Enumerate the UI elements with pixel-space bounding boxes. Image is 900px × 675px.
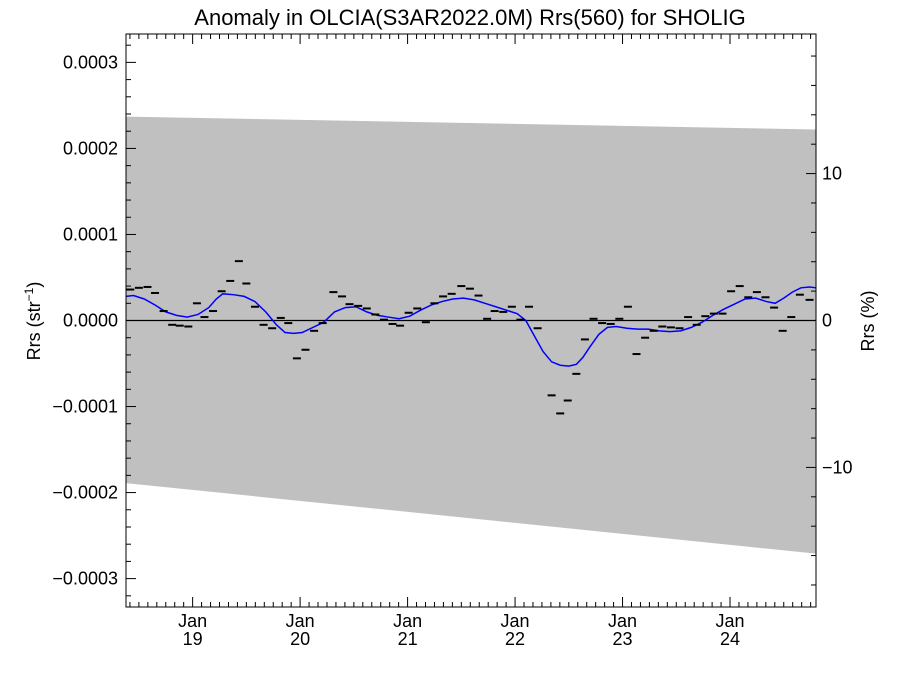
y-tick-label: 0.0000 bbox=[63, 311, 118, 331]
y-axis-title-superscript: −1 bbox=[22, 287, 36, 301]
y-tick-label: 0.0003 bbox=[63, 52, 118, 72]
x-tick-month-label: Jan bbox=[608, 611, 637, 631]
uncertainty-band bbox=[126, 116, 816, 554]
y2-tick-label: 10 bbox=[822, 164, 842, 184]
x-tick-month-label: Jan bbox=[286, 611, 315, 631]
smoothed-series-line bbox=[125, 286, 817, 367]
x-tick-year-label: 24 bbox=[720, 629, 740, 649]
uncertainty-band-layer bbox=[126, 116, 816, 554]
y-tick-label: −0.0001 bbox=[52, 397, 118, 417]
x-tick-year-label: 23 bbox=[613, 629, 633, 649]
data-points-layer bbox=[126, 260, 814, 415]
y-tick-label: −0.0002 bbox=[52, 483, 118, 503]
y-axis-title: Rrs (str−1) bbox=[22, 282, 44, 361]
x-tick-year-label: 21 bbox=[398, 629, 418, 649]
x-tick-year-label: 20 bbox=[290, 629, 310, 649]
chart-title: Anomaly in OLCIA(S3AR2022.0M) Rrs(560) f… bbox=[194, 5, 745, 30]
smoothed-line-layer bbox=[125, 286, 817, 367]
y2-tick-label: 0 bbox=[822, 311, 832, 331]
y-tick-label: 0.0002 bbox=[63, 138, 118, 158]
y-tick-label: 0.0001 bbox=[63, 224, 118, 244]
x-tick-year-label: 22 bbox=[505, 629, 525, 649]
x-tick-month-label: Jan bbox=[393, 611, 422, 631]
x-tick-month-label: Jan bbox=[716, 611, 745, 631]
axes-layer: 0.0003 0.0002 0.0001 0.0000 −0.0001 −0.0002 −0… bbox=[52, 34, 853, 649]
y2-tick-label: −10 bbox=[822, 457, 853, 477]
x-tick-month-label: Jan bbox=[501, 611, 530, 631]
x-tick-month-label: Jan bbox=[178, 611, 207, 631]
y-tick-label: −0.0003 bbox=[52, 569, 118, 589]
y-axis-title-close: ) bbox=[24, 282, 44, 288]
y2-axis-title: Rrs (%) bbox=[858, 291, 878, 352]
x-tick-year-label: 19 bbox=[183, 629, 203, 649]
y-axis-title-main: Rrs (str bbox=[24, 301, 44, 360]
